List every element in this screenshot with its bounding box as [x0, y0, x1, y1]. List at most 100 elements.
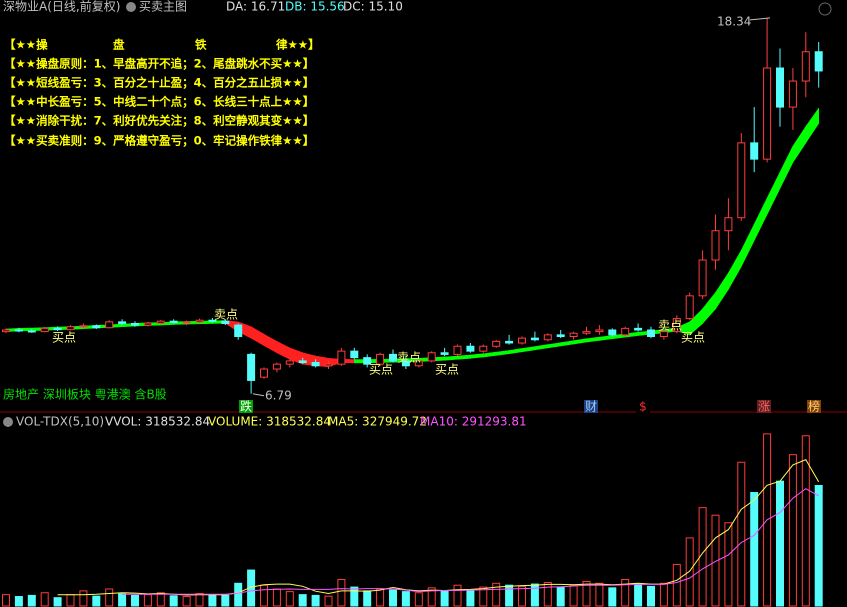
- candle-body: [66, 326, 75, 331]
- indicator-icon[interactable]: [126, 2, 136, 12]
- candle-body: [285, 360, 294, 365]
- event-marker: 跌: [240, 399, 252, 414]
- ma10-line: [122, 488, 819, 595]
- candle-body: [234, 324, 243, 337]
- volume-bar: [221, 594, 230, 607]
- candle-body: [814, 51, 823, 72]
- candle-body: [698, 259, 707, 297]
- candle-body: [208, 319, 217, 322]
- low-label: 6.79: [265, 388, 292, 402]
- volume-bar: [311, 594, 320, 607]
- rules-title: 律★★】: [275, 38, 320, 52]
- volume-bar: [659, 582, 668, 607]
- volume-icon[interactable]: [3, 417, 13, 427]
- readout: DA: 16.71: [226, 0, 285, 14]
- candle-body: [92, 325, 101, 329]
- event-marker: 财: [585, 400, 597, 414]
- volume-bar: [169, 595, 178, 607]
- volume-bar: [647, 585, 655, 607]
- volume-bar: [608, 587, 617, 607]
- volume-bar: [337, 579, 346, 607]
- volume-bar: [672, 563, 681, 607]
- candle-body: [376, 353, 385, 365]
- candle-body: [556, 334, 565, 337]
- candle-body: [505, 340, 514, 344]
- signal-label: 买点: [52, 331, 76, 345]
- candle-body: [595, 329, 604, 333]
- candle-body: [724, 217, 733, 232]
- volume-bar: [492, 582, 501, 607]
- volume-bar: [453, 584, 462, 607]
- candle-body: [79, 325, 88, 328]
- band-segment: [444, 355, 458, 361]
- candle-body: [169, 320, 178, 324]
- candle-body: [518, 337, 526, 344]
- volume-bar: [556, 586, 565, 607]
- volume-bar: [208, 594, 217, 607]
- volume-bar: [440, 590, 449, 607]
- candle-body: [2, 329, 10, 333]
- volume-bar: [814, 485, 823, 607]
- volume-bar: [105, 588, 114, 607]
- rules-box: 【★★操 盘 铁 律★★】 【★★操盘原则：1、早盘高开不追；2、尾盘跳水不买★…: [4, 38, 320, 148]
- high-pointer: [749, 17, 771, 21]
- volume-bar: [260, 584, 268, 607]
- signal-label: 买点: [369, 363, 393, 377]
- close-button[interactable]: [818, 2, 832, 16]
- candle-body: [195, 319, 204, 323]
- volume-bar: [750, 492, 759, 607]
- signal-label: 买点: [681, 331, 705, 345]
- volume-bar: [698, 507, 707, 607]
- candle-body: [737, 142, 746, 219]
- volume-bar: [634, 583, 643, 607]
- candle-body: [672, 318, 681, 333]
- volume-bar: [40, 592, 49, 607]
- event-marker: $: [639, 400, 647, 414]
- volume-bar: [27, 594, 36, 607]
- volume-bar: [621, 579, 630, 607]
- rule-row: 【★★买卖准则：9、严格遵守盈亏；0、牢记操作铁律★★】: [4, 134, 314, 148]
- volume-bar: [272, 588, 281, 607]
- candle-body: [389, 353, 397, 362]
- candle-body: [143, 322, 152, 326]
- volume-bar: [801, 435, 810, 607]
- band-segment: [457, 354, 471, 360]
- candle-body: [569, 332, 578, 337]
- candle-body: [118, 321, 127, 324]
- candle-body: [530, 337, 539, 341]
- candle-body: [582, 331, 591, 334]
- band-segment: [805, 107, 820, 144]
- volume-bar: [234, 582, 243, 607]
- readout: MA5: 327949.72: [328, 415, 427, 429]
- volume-bar: [582, 580, 591, 607]
- volume-bar: [479, 586, 488, 607]
- candle-body: [492, 340, 501, 347]
- volume-bar: [247, 569, 256, 607]
- volume-bar: [118, 593, 127, 607]
- candle-body: [801, 51, 810, 82]
- volume-bar: [14, 596, 23, 607]
- volume-bar: [156, 592, 165, 607]
- event-marker-box: [584, 400, 598, 413]
- candle-body: [27, 330, 36, 333]
- candle-body: [466, 345, 475, 352]
- rules-title: 【★★操: [4, 38, 48, 52]
- readout: VOLUME: 318532.84: [208, 415, 331, 429]
- readout: DB: 15.56: [285, 0, 345, 14]
- volume-bar: [427, 587, 436, 607]
- sector-tags: 房地产 深圳板块 粤港澳 含B股: [3, 387, 167, 402]
- rule-row: 【★★短线盈亏：3、百分之十止盈；4、百分之五止损★★】: [4, 76, 314, 90]
- volume-bar: [530, 583, 539, 607]
- candle-body: [711, 230, 720, 261]
- indicator-name[interactable]: 买卖主图: [139, 0, 187, 14]
- event-marker-box: [239, 400, 253, 413]
- candle-body: [350, 350, 359, 359]
- candle-body: [763, 67, 772, 160]
- candle-body: [298, 360, 307, 364]
- volume-bar: [569, 584, 578, 607]
- candle-body: [272, 363, 281, 370]
- candle-body: [634, 327, 643, 331]
- readout: VVOL: 318532.84: [105, 415, 210, 429]
- candle-body: [260, 368, 268, 378]
